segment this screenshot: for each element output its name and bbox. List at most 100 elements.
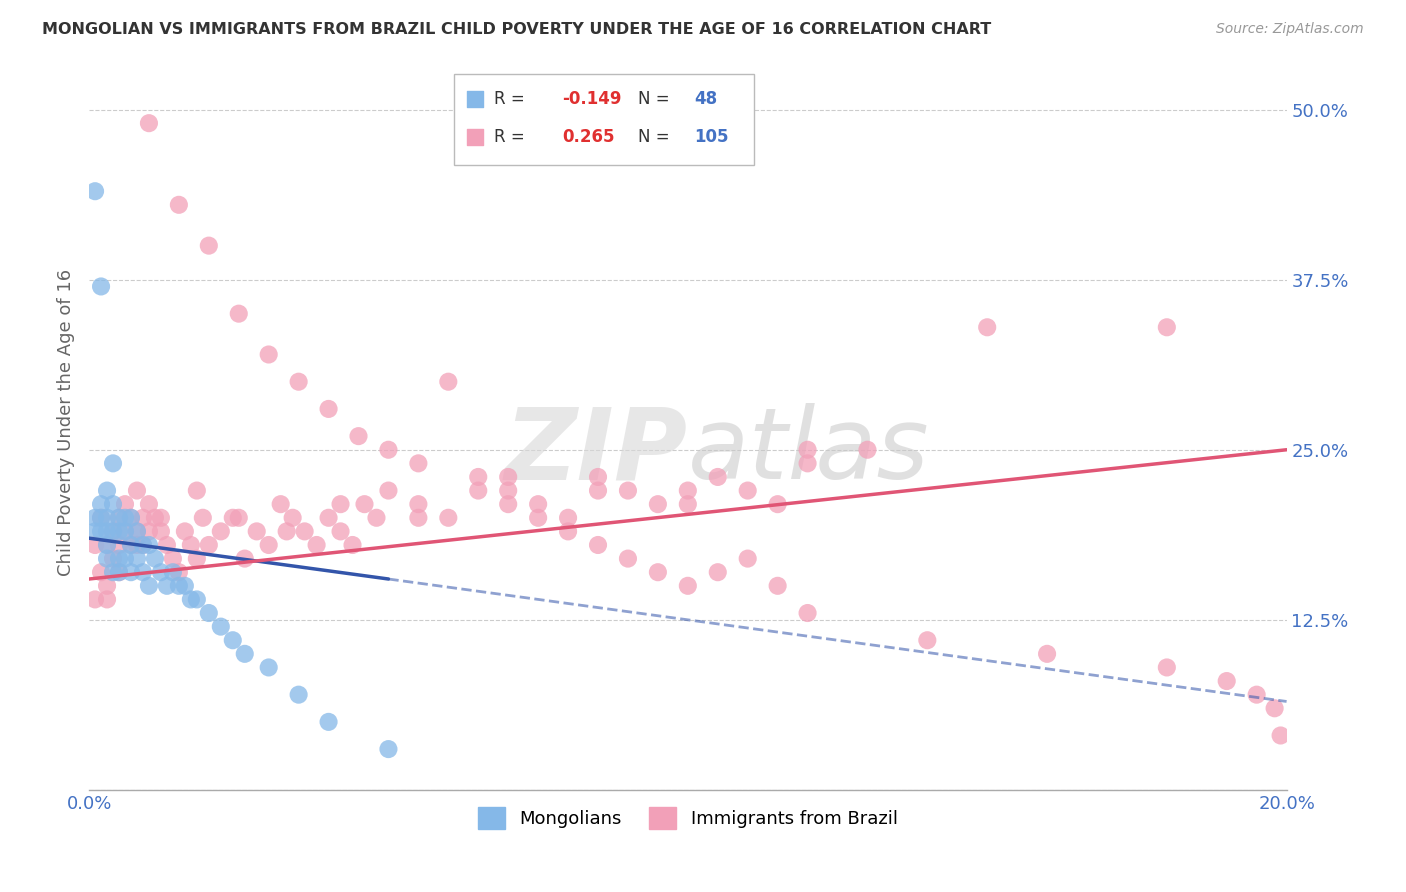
- Point: [84, 524, 107, 539]
- Point: [737, 483, 759, 498]
- Point: [84, 538, 107, 552]
- Point: [162, 551, 184, 566]
- Text: R =: R =: [494, 128, 536, 146]
- Point: [138, 497, 160, 511]
- Text: R =: R =: [494, 90, 530, 108]
- Point: [101, 551, 124, 566]
- Point: [377, 442, 399, 457]
- Point: [318, 401, 340, 416]
- Point: [114, 497, 136, 511]
- Point: [408, 510, 430, 524]
- Text: 0.265: 0.265: [562, 128, 614, 146]
- Point: [96, 483, 118, 498]
- Point: [125, 538, 148, 552]
- Point: [90, 497, 112, 511]
- Point: [132, 510, 155, 524]
- Point: [617, 551, 640, 566]
- Point: [90, 565, 112, 579]
- Text: 105: 105: [693, 128, 728, 146]
- Point: [143, 510, 166, 524]
- Point: [149, 565, 172, 579]
- Point: [108, 551, 131, 566]
- Point: [167, 579, 190, 593]
- Point: [294, 524, 316, 539]
- Point: [90, 279, 112, 293]
- Point: [90, 524, 112, 539]
- Point: [467, 483, 489, 498]
- Point: [149, 524, 172, 539]
- Point: [132, 538, 155, 552]
- Point: [173, 524, 195, 539]
- Point: [198, 238, 221, 252]
- Point: [233, 647, 256, 661]
- Point: [737, 551, 759, 566]
- Point: [101, 524, 124, 539]
- Point: [676, 497, 699, 511]
- Point: [125, 524, 148, 539]
- Point: [198, 538, 221, 552]
- Point: [408, 456, 430, 470]
- Point: [318, 510, 340, 524]
- Point: [281, 510, 304, 524]
- Y-axis label: Child Poverty Under the Age of 16: Child Poverty Under the Age of 16: [58, 269, 75, 576]
- Point: [233, 551, 256, 566]
- Point: [257, 538, 280, 552]
- Point: [101, 456, 124, 470]
- Point: [257, 660, 280, 674]
- Point: [318, 714, 340, 729]
- Point: [270, 497, 292, 511]
- Point: [132, 565, 155, 579]
- Point: [222, 633, 245, 648]
- Point: [114, 524, 136, 539]
- Point: [162, 565, 184, 579]
- Point: [101, 497, 124, 511]
- Point: [120, 538, 142, 552]
- Point: [120, 565, 142, 579]
- Point: [329, 497, 352, 511]
- Point: [186, 592, 208, 607]
- Point: [766, 497, 789, 511]
- Point: [101, 565, 124, 579]
- Point: [114, 551, 136, 566]
- Point: [377, 483, 399, 498]
- Point: [132, 538, 155, 552]
- Point: [209, 524, 232, 539]
- Point: [527, 497, 550, 511]
- Point: [108, 538, 131, 552]
- Point: [96, 579, 118, 593]
- Text: N =: N =: [637, 90, 675, 108]
- Point: [586, 538, 609, 552]
- Text: MONGOLIAN VS IMMIGRANTS FROM BRAZIL CHILD POVERTY UNDER THE AGE OF 16 CORRELATIO: MONGOLIAN VS IMMIGRANTS FROM BRAZIL CHIL…: [42, 22, 991, 37]
- Text: 48: 48: [693, 90, 717, 108]
- Point: [209, 620, 232, 634]
- Point: [120, 510, 142, 524]
- Point: [1156, 320, 1178, 334]
- Text: ZIP: ZIP: [505, 403, 688, 500]
- Point: [257, 347, 280, 361]
- Point: [527, 510, 550, 524]
- Point: [676, 483, 699, 498]
- Point: [108, 565, 131, 579]
- Point: [186, 483, 208, 498]
- Point: [96, 524, 118, 539]
- Point: [766, 579, 789, 593]
- Point: [342, 538, 364, 552]
- Point: [586, 470, 609, 484]
- Point: [796, 606, 818, 620]
- Point: [101, 524, 124, 539]
- Point: [96, 538, 118, 552]
- Point: [408, 497, 430, 511]
- Point: [198, 606, 221, 620]
- Point: [156, 538, 179, 552]
- Point: [305, 538, 328, 552]
- Point: [1246, 688, 1268, 702]
- Point: [173, 579, 195, 593]
- Point: [143, 551, 166, 566]
- Point: [156, 579, 179, 593]
- FancyBboxPatch shape: [454, 73, 754, 165]
- Point: [84, 592, 107, 607]
- Point: [125, 524, 148, 539]
- Point: [276, 524, 298, 539]
- Point: [114, 510, 136, 524]
- Text: atlas: atlas: [688, 403, 929, 500]
